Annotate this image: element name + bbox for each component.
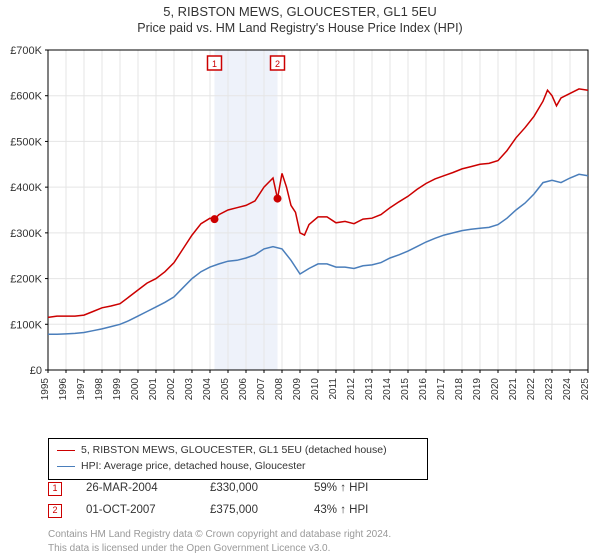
svg-text:2020: 2020: [490, 378, 501, 401]
svg-text:2013: 2013: [364, 378, 375, 401]
svg-text:2004: 2004: [202, 378, 213, 401]
svg-text:2014: 2014: [382, 378, 393, 401]
legend-label: 5, RIBSTON MEWS, GLOUCESTER, GL1 5EU (de…: [81, 443, 387, 459]
svg-text:2009: 2009: [292, 378, 303, 401]
footnote-line: This data is licensed under the Open Gov…: [48, 542, 391, 556]
sale-date: 01-OCT-2007: [86, 500, 206, 522]
svg-text:£700K: £700K: [10, 45, 42, 57]
footnote: Contains HM Land Registry data © Crown c…: [48, 528, 391, 555]
svg-text:2024: 2024: [562, 378, 573, 401]
svg-text:2: 2: [275, 59, 280, 69]
svg-text:1997: 1997: [76, 378, 87, 401]
svg-text:£100K: £100K: [10, 319, 42, 331]
svg-text:2018: 2018: [454, 378, 465, 401]
legend-row: HPI: Average price, detached house, Glou…: [57, 459, 419, 475]
svg-text:2002: 2002: [166, 378, 177, 401]
legend-row: 5, RIBSTON MEWS, GLOUCESTER, GL1 5EU (de…: [57, 443, 419, 459]
svg-text:1998: 1998: [94, 378, 105, 401]
sale-price: £330,000: [210, 478, 310, 500]
svg-text:2007: 2007: [256, 378, 267, 401]
sale-date: 26-MAR-2004: [86, 478, 206, 500]
svg-text:2019: 2019: [472, 378, 483, 401]
sales-list: 1 26-MAR-2004 £330,000 59% ↑ HPI 2 01-OC…: [48, 478, 414, 522]
sale-hpi: 43% ↑ HPI: [314, 500, 414, 522]
svg-text:£600K: £600K: [10, 91, 42, 103]
svg-text:2025: 2025: [580, 378, 591, 401]
price-chart: 12£0£100K£200K£300K£400K£500K£600K£700K1…: [48, 50, 588, 400]
sale-marker-icon: 1: [48, 482, 62, 496]
legend: 5, RIBSTON MEWS, GLOUCESTER, GL1 5EU (de…: [48, 438, 428, 480]
chart-title: 5, RIBSTON MEWS, GLOUCESTER, GL1 5EU: [0, 4, 600, 19]
sale-row: 2 01-OCT-2007 £375,000 43% ↑ HPI: [48, 500, 414, 522]
chart-subtitle: Price paid vs. HM Land Registry's House …: [0, 21, 600, 35]
title-block: 5, RIBSTON MEWS, GLOUCESTER, GL1 5EU Pri…: [0, 0, 600, 35]
svg-text:2017: 2017: [436, 378, 447, 401]
svg-text:£500K: £500K: [10, 136, 42, 148]
svg-text:2011: 2011: [328, 378, 339, 400]
svg-text:2003: 2003: [184, 378, 195, 401]
svg-text:2022: 2022: [526, 378, 537, 401]
svg-text:£300K: £300K: [10, 228, 42, 240]
sale-price: £375,000: [210, 500, 310, 522]
svg-text:2015: 2015: [400, 378, 411, 401]
sale-row: 1 26-MAR-2004 £330,000 59% ↑ HPI: [48, 478, 414, 500]
svg-text:2023: 2023: [544, 378, 555, 401]
svg-text:2001: 2001: [148, 378, 159, 401]
svg-text:2010: 2010: [310, 378, 321, 401]
legend-swatch: [57, 466, 75, 467]
footnote-line: Contains HM Land Registry data © Crown c…: [48, 528, 391, 542]
svg-text:1: 1: [212, 59, 217, 69]
svg-text:2008: 2008: [274, 378, 285, 401]
svg-text:2005: 2005: [220, 378, 231, 401]
svg-text:£200K: £200K: [10, 274, 42, 286]
legend-swatch: [57, 450, 75, 451]
svg-text:1995: 1995: [40, 378, 51, 401]
svg-text:£400K: £400K: [10, 182, 42, 194]
svg-text:1996: 1996: [58, 378, 69, 401]
svg-text:2000: 2000: [130, 378, 141, 401]
legend-label: HPI: Average price, detached house, Glou…: [81, 459, 306, 475]
svg-text:2006: 2006: [238, 378, 249, 401]
svg-text:2016: 2016: [418, 378, 429, 401]
svg-text:2012: 2012: [346, 378, 357, 401]
sale-hpi: 59% ↑ HPI: [314, 478, 414, 500]
sale-marker-icon: 2: [48, 504, 62, 518]
svg-text:2021: 2021: [508, 378, 519, 401]
svg-text:£0: £0: [30, 365, 42, 377]
svg-text:1999: 1999: [112, 378, 123, 401]
chart-container: 5, RIBSTON MEWS, GLOUCESTER, GL1 5EU Pri…: [0, 0, 600, 560]
